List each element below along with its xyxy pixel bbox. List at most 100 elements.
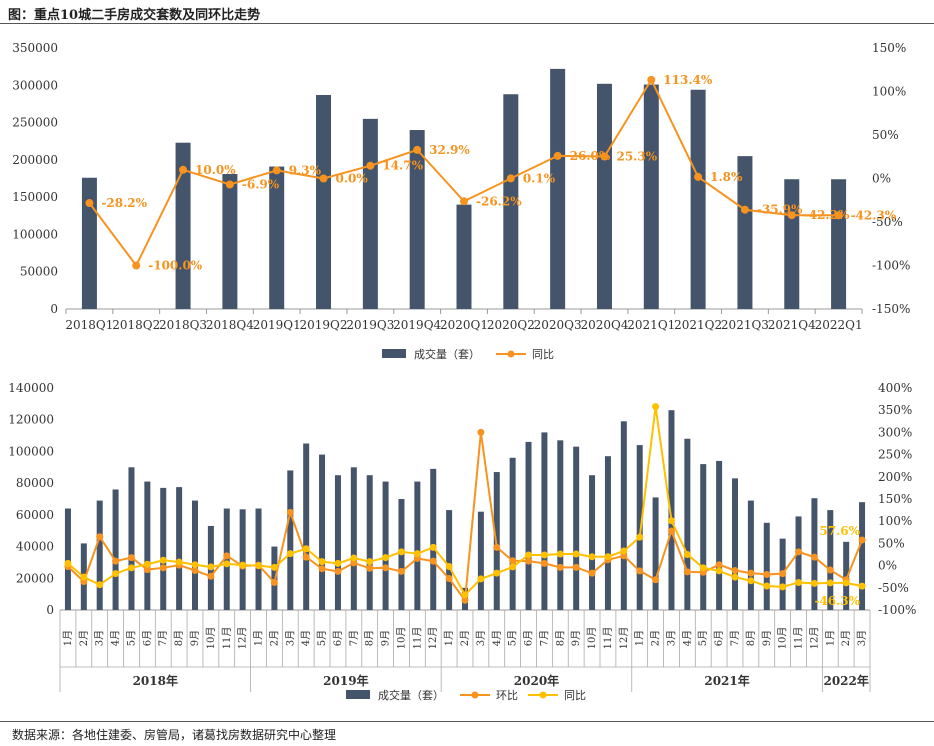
yoy-point [366,558,374,566]
mom-point [763,570,771,578]
figure-title: 图：重点10城二手房成交套数及同环比走势 [8,8,261,23]
month-label: 9月 [570,630,582,646]
category-label: 2018Q4 [206,318,254,332]
month-label: 6月 [523,630,535,646]
yoy-point [787,211,796,220]
mom-point [509,557,517,565]
yoy-point [397,548,405,556]
volume-bar [477,511,484,610]
yoy-point [159,556,167,564]
yoy-point [461,591,469,599]
volume-bar [239,509,246,610]
yoy-data-label: 25.3% [616,149,657,163]
left-tick-label: 350000 [12,41,58,55]
year-label: 2022年 [823,673,868,688]
mom-point [683,568,691,576]
volume-bar [144,481,151,610]
mom-point [445,574,453,582]
left-tick-label: 20000 [16,571,54,585]
mom-point [207,572,215,580]
mom-line [67,432,863,603]
top-rule [0,23,934,24]
month-label: 2月 [650,630,662,646]
category-label: 2020Q1 [440,318,488,332]
month-label: 3月 [665,630,677,646]
yoy-point [191,561,199,569]
mom-point [350,559,358,567]
month-label: 1月 [443,630,455,646]
right-tick-label: -150% [872,302,910,316]
mom-point [667,527,675,535]
mom-point [779,570,787,578]
mom-point [540,559,548,567]
data-source-note: 数据来源：各地住建委、房管局，诸葛找房数据研究中心整理 [12,728,337,742]
volume-bar [643,84,659,309]
volume-bar [573,446,580,610]
mom-last-label: 57.6% [819,524,860,538]
yoy-data-label: 26.0% [570,149,611,163]
yoy-point [460,197,468,206]
volume-bar [684,438,691,610]
legend-bar-label: 成交量（套） [414,347,480,361]
volume-bar [509,457,516,610]
month-label: 1月 [824,630,836,646]
month-label: 6月 [141,630,153,646]
volume-bar [737,156,753,309]
mom-point [159,564,167,572]
year-label: 2021年 [704,673,749,688]
yoy-point [270,563,278,571]
month-label: 8月 [554,630,566,646]
yoy-point [286,550,294,558]
legend-bar-swatch [382,349,406,358]
yoy-point [132,261,141,270]
yoy-point [667,517,675,525]
volume-bar [414,481,421,610]
yoy-point [553,151,562,160]
month-label: 12月 [237,627,249,650]
yoy-data-label: -42.3% [851,208,897,222]
mom-point [334,567,342,575]
volume-bar [668,410,675,610]
month-label: 9月 [189,630,201,646]
month-label: 10月 [586,627,598,650]
category-label: 2020Q3 [534,318,582,332]
month-label: 12月 [618,627,630,650]
volume-bar [334,475,341,610]
yoy-data-label: 9.3% [289,163,322,177]
volume-bar [557,440,564,610]
yoy-point [506,174,515,183]
yoy-data-label: -35.9% [757,203,803,217]
category-label: 2018Q1 [65,318,113,332]
category-label: 2021Q2 [674,318,722,332]
category-label: 2020Q2 [487,318,535,332]
mom-point [652,576,660,584]
mom-point [429,557,437,565]
left-tick-label: 60000 [16,508,54,522]
category-label: 2021Q3 [721,318,769,332]
volume-bar [316,94,332,309]
volume-bar [784,179,800,309]
month-label: 2月 [459,630,471,646]
month-label: 11月 [793,627,805,650]
yoy-point [652,403,660,411]
volume-bar [287,470,294,610]
category-label: 2019Q3 [346,318,394,332]
yoy-point [795,578,803,586]
legend-mom-marker [471,691,479,699]
yoy-data-label: 32.9% [429,143,470,157]
mom-point [127,554,135,562]
yoy-point [429,543,437,551]
volume-bar [827,510,834,610]
yoy-point [255,562,263,570]
volume-bar [430,468,437,610]
yoy-data-label: -26.2% [476,194,522,208]
volume-bar [596,83,612,309]
yoy-point [239,561,247,569]
yoy-point [810,579,818,587]
mom-point [461,596,469,604]
yoy-point [225,180,234,189]
volume-bar [319,454,326,610]
mom-point [413,554,421,562]
yoy-point [366,161,375,170]
yoy-line [67,406,863,597]
